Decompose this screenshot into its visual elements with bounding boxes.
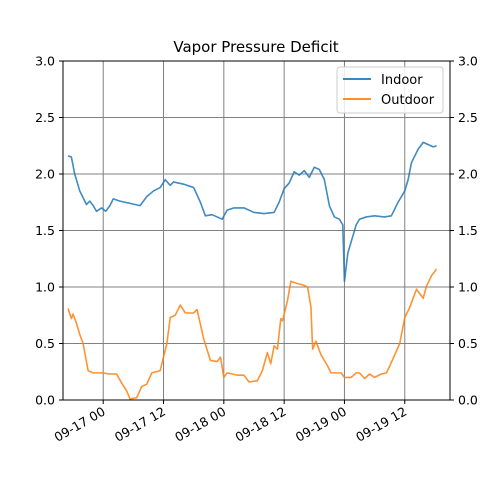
legend-label-outdoor: Outdoor: [381, 93, 435, 108]
y-tick-label-left: 2.5: [35, 110, 55, 125]
chart-title: Vapor Pressure Deficit: [173, 38, 338, 56]
x-tick-label: 09-18 12: [232, 404, 288, 445]
legend: Indoor Outdoor: [336, 66, 444, 114]
x-tick-label: 09-17 12: [112, 404, 168, 445]
x-tick-label: 09-18 00: [172, 404, 228, 445]
y-tick-label-right: 0.0: [458, 393, 478, 408]
y-tick-label-left: 3.0: [35, 54, 55, 69]
y-tick-label-left: 1.5: [35, 223, 55, 238]
y-tick-label-right: 2.5: [458, 110, 478, 125]
x-tick-label: 09-17 00: [52, 404, 108, 445]
y-tick-label-left: 0.5: [35, 336, 55, 351]
y-tick-label-left: 1.0: [35, 280, 55, 295]
y-tick-label-left: 0.0: [35, 393, 55, 408]
grid-lines: [63, 60, 450, 401]
legend-label-indoor: Indoor: [381, 73, 423, 88]
y-tick-label-right: 2.0: [458, 167, 478, 182]
series-line-outdoor: [67, 268, 438, 400]
series-lines: [67, 141, 438, 400]
x-tick-label: 09-19 00: [293, 404, 349, 445]
plot-frame: [62, 60, 451, 401]
x-tick-label: 09-19 12: [353, 404, 409, 445]
y-tick-label-right: 3.0: [458, 54, 478, 69]
y-tick-label-right: 0.5: [458, 336, 478, 351]
y-tick-label-right: 1.0: [458, 280, 478, 295]
series-line-indoor: [67, 141, 437, 283]
y-tick-label-left: 2.0: [35, 167, 55, 182]
y-tick-label-right: 1.5: [458, 223, 478, 238]
